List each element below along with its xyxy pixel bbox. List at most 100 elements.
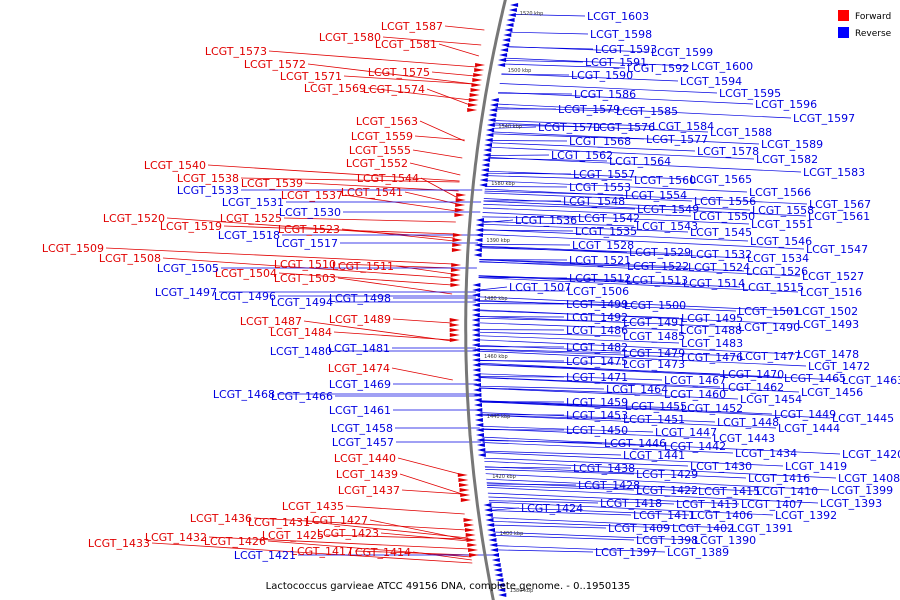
reverse-gene-arrow	[474, 418, 483, 422]
leader-line-reverse	[482, 216, 577, 219]
gene-label-reverse: LCGT_1549	[637, 203, 699, 216]
gene-label-forward: LCGT_1525	[220, 212, 282, 225]
leader-line-forward	[208, 536, 471, 550]
leader-line-reverse	[485, 180, 748, 193]
forward-gene-arrow	[464, 523, 475, 527]
gene-label-reverse: LCGT_1558	[752, 204, 814, 217]
gene-label-forward: LCGT_1439	[336, 468, 398, 481]
forward-gene-arrow	[469, 93, 480, 97]
legend-label-reverse: Reverse	[855, 29, 892, 39]
gene-label-reverse: LCGT_1584	[652, 120, 714, 133]
gene-label-reverse: LCGT_1492	[566, 311, 628, 324]
forward-gene-arrow	[452, 233, 463, 237]
forward-gene-arrow	[455, 198, 466, 202]
leader-line-reverse	[495, 107, 615, 112]
gene-label-reverse: LCGT_1473	[623, 358, 685, 371]
gene-label-forward: LCGT_1423	[317, 527, 379, 540]
leader-line-reverse	[477, 348, 622, 354]
gene-label-reverse: LCGT_1582	[756, 153, 818, 166]
gene-label-reverse: LCGT_1515	[742, 281, 804, 294]
reverse-gene-arrow	[471, 308, 480, 312]
leader-line-forward	[367, 87, 471, 101]
forward-gene-arrow	[450, 283, 461, 287]
reverse-gene-arrow	[485, 133, 494, 137]
gene-label-forward: LCGT_1414	[349, 546, 411, 559]
gene-label-reverse: LCGT_1409	[608, 522, 670, 535]
leader-line-reverse	[495, 545, 666, 553]
gene-label-reverse: LCGT_1390	[694, 534, 756, 547]
leader-line-forward	[283, 217, 456, 223]
leader-line-reverse	[477, 315, 737, 328]
gene-label-reverse: LCGT_1452	[681, 402, 743, 415]
leader-line-forward	[105, 247, 454, 265]
gene-label-reverse: LCGT_1597	[793, 112, 855, 125]
leader-line-reverse	[486, 478, 755, 492]
gene-label-forward: LCGT_1510	[274, 258, 336, 271]
gene-label-reverse: LCGT_1483	[681, 337, 743, 350]
reverse-gene-arrow	[471, 318, 480, 322]
gene-label-reverse: LCGT_1533	[177, 184, 239, 197]
gene-label-forward: LCGT_1572	[244, 58, 306, 71]
gene-label-forward: LCGT_1540	[144, 159, 206, 172]
gene-label-forward: LCGT_1538	[177, 172, 239, 185]
leader-line-forward	[325, 534, 469, 540]
gene-label-reverse: LCGT_1500	[624, 299, 686, 312]
reverse-gene-arrow	[472, 363, 481, 367]
reverse-gene-arrow	[503, 33, 512, 37]
leader-line-forward	[307, 63, 474, 85]
reverse-gene-arrow	[490, 548, 499, 552]
reverse-gene-arrow	[491, 553, 499, 557]
leader-line-forward	[337, 263, 454, 269]
gene-label-reverse: LCGT_1577	[646, 133, 708, 146]
gene-label-reverse: LCGT_1596	[755, 98, 817, 111]
reverse-gene-arrow	[494, 573, 503, 577]
reverse-gene-arrow	[476, 218, 484, 222]
reverse-gene-arrow	[484, 138, 493, 142]
scale-mark-label: 1460 kbp	[484, 354, 508, 360]
gene-label-reverse: LCGT_1398	[636, 534, 698, 547]
reverse-gene-arrow	[482, 153, 491, 157]
gene-label-reverse: LCGT_1429	[636, 468, 698, 481]
gene-label-reverse: LCGT_1565	[690, 173, 752, 186]
gene-label-reverse: LCGT_1583	[803, 166, 865, 179]
reverse-gene-arrow	[486, 128, 495, 132]
gene-label-reverse: LCGT_1595	[719, 87, 781, 100]
leader-line-forward	[223, 225, 455, 235]
leader-line-reverse	[486, 175, 633, 181]
gene-label-reverse: LCGT_1476	[681, 351, 743, 364]
gene-label-reverse: LCGT_1453	[566, 409, 628, 422]
reverse-gene-arrow	[500, 48, 509, 52]
leader-line-reverse	[481, 221, 635, 227]
leader-line-forward	[337, 277, 453, 295]
gene-label-reverse: LCGT_1546	[750, 235, 812, 248]
gene-label-reverse: LCGT_1402	[672, 522, 734, 535]
scale-mark-label: 1500 kbp	[508, 68, 532, 74]
reverse-gene-arrow	[482, 158, 491, 162]
gene-label-forward: LCGT_1574	[363, 83, 425, 96]
gene-label-forward: LCGT_1417	[291, 545, 353, 558]
reverse-gene-arrow	[499, 53, 508, 57]
leader-line-reverse	[484, 192, 693, 202]
gene-label-forward: LCGT_1484	[270, 326, 332, 339]
forward-gene-arrow	[475, 63, 486, 67]
gene-label-reverse: LCGT_1556	[694, 195, 756, 208]
gene-label-reverse: LCGT_1434	[735, 447, 797, 460]
reverse-gene-arrow	[476, 443, 485, 447]
leader-line-forward	[412, 551, 472, 561]
forward-gene-arrow	[454, 213, 465, 217]
leader-line-reverse	[478, 362, 841, 381]
reverse-gene-arrow	[510, 3, 519, 7]
leader-lines	[105, 14, 841, 564]
forward-gene-arrow	[468, 103, 478, 107]
gene-label-reverse: LCGT_1463	[842, 374, 900, 387]
gene-label-reverse: LCGT_1491	[623, 316, 685, 329]
gene-label-forward: LCGT_1555	[349, 144, 411, 157]
gene-label-reverse: LCGT_1410	[756, 485, 818, 498]
reverse-gene-arrow	[472, 373, 481, 377]
reverse-gene-arrow	[497, 588, 506, 592]
gene-label-reverse: LCGT_1496	[214, 290, 276, 303]
gene-label-reverse: LCGT_1502	[796, 305, 858, 318]
leader-line-reverse	[506, 46, 650, 53]
gene-label-reverse: LCGT_1415	[698, 485, 760, 498]
gene-label-reverse: LCGT_1566	[749, 186, 811, 199]
